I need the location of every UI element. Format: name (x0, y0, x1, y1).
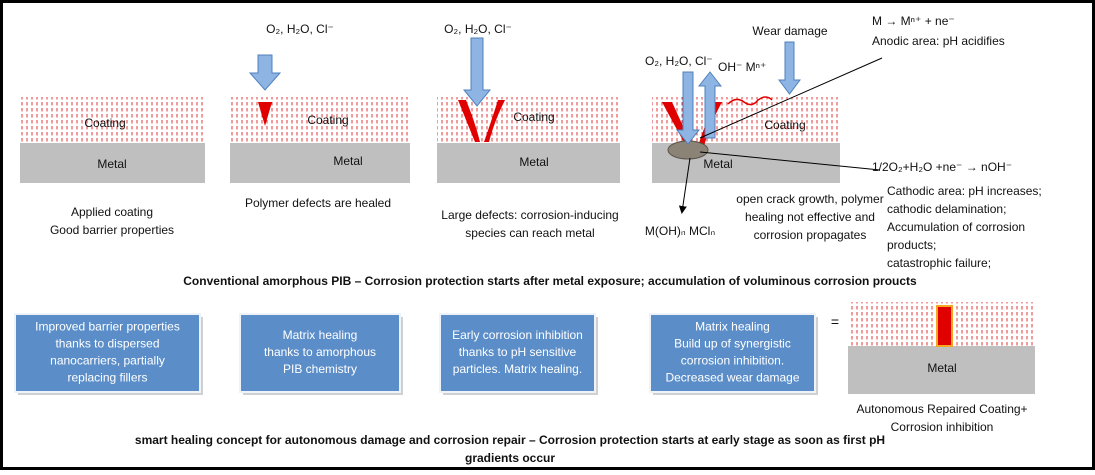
label: Anodic area: pH acidifies (872, 34, 1005, 48)
caption: open crack growth, polymer (736, 192, 883, 206)
label: Metal (703, 157, 732, 171)
caption: Corrosion inhibition (891, 420, 994, 434)
label: products; (887, 238, 936, 252)
label: Coating (307, 113, 348, 127)
box-text: thanks to dispersed (55, 337, 159, 351)
label: Coating (84, 116, 125, 130)
section-title: Conventional amorphous PIB – Corrosion p… (183, 274, 917, 288)
products: M(OH)ₙ MClₙ (645, 224, 715, 238)
equals: = (831, 314, 839, 330)
species: O₂, H₂O, Cl⁻ (645, 54, 713, 68)
caption: species can reach metal (465, 226, 594, 240)
box-text: nanocarriers, partially (50, 354, 165, 368)
species: O₂, H₂O, Cl⁻ (266, 22, 334, 36)
label: Metal (927, 361, 956, 375)
box-text: corrosion inhibition. (681, 354, 784, 368)
label: Cathodic area: pH increases; (887, 184, 1042, 198)
caption: Applied coating (71, 205, 153, 219)
box-text: Decreased wear damage (665, 371, 799, 385)
label: Accumulation of corrosion (887, 220, 1025, 234)
species: O₂, H₂O, Cl⁻ (444, 22, 512, 36)
box-text: thanks to pH sensitive (459, 345, 577, 359)
box-text: PIB chemistry (283, 362, 357, 376)
caption: Large defects: corrosion-inducing (441, 208, 618, 222)
box-text: replacing fillers (67, 371, 147, 385)
caption: corrosion propagates (754, 228, 867, 242)
label: cathodic delamination; (887, 202, 1006, 216)
box-text: Build up of synergistic (674, 337, 791, 351)
panel: Metal Autonomous Repaired Coating+ Corro… (848, 302, 1035, 434)
box-text: Matrix healing (283, 328, 358, 342)
caption: Autonomous Repaired Coating+ (856, 402, 1027, 416)
box-text: Early corrosion inhibition (452, 328, 583, 342)
caption: Good barrier properties (50, 223, 174, 237)
ions: OH⁻ Mⁿ⁺ (718, 60, 766, 74)
repaired-zone (937, 306, 952, 346)
box-text: Improved barrier properties (35, 320, 180, 334)
reaction: M → Mⁿ⁺ + ne⁻ (872, 14, 955, 28)
label: Wear damage (752, 24, 827, 38)
caption: healing not effective and (745, 210, 875, 224)
reaction: 1/2O₂+H₂O +ne⁻ → nOH⁻ (872, 160, 1012, 174)
box-text: particles. Matrix healing. (453, 362, 582, 376)
box-text: Matrix healing (695, 320, 770, 334)
label: catastrophic failure; (887, 256, 991, 270)
box-text: thanks to amorphous (264, 345, 376, 359)
metal (230, 143, 410, 183)
label: Coating (513, 110, 554, 124)
label: Metal (97, 157, 126, 171)
caption: Polymer defects are healed (245, 196, 391, 210)
diagram: Coating Metal Applied coating Good barri… (0, 0, 1095, 470)
label: Metal (519, 155, 548, 169)
section-title: smart healing concept for autonomous dam… (135, 433, 885, 447)
label: Coating (764, 118, 805, 132)
section-title: gradients occur (465, 451, 555, 465)
label: Metal (333, 154, 362, 168)
